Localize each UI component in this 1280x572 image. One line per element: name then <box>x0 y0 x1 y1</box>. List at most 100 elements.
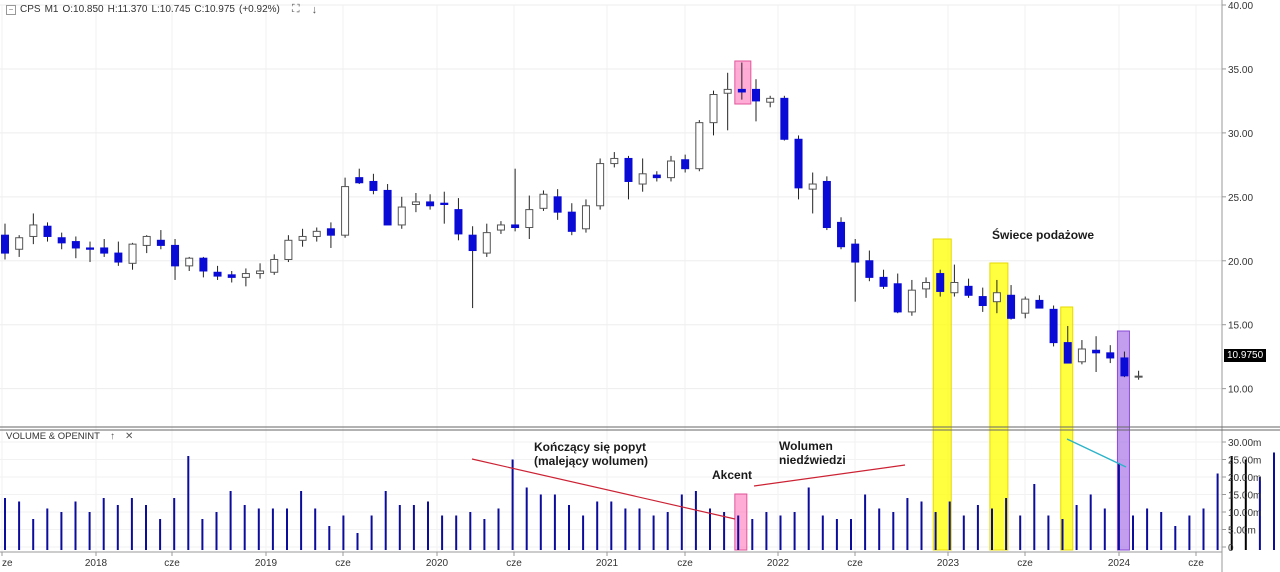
candle-body <box>1077 348 1086 363</box>
candle <box>638 158 647 192</box>
candle <box>553 189 562 220</box>
expand-icon[interactable]: ⛶ <box>291 3 300 15</box>
grid-lines <box>0 4 1222 552</box>
candle-body <box>737 88 746 93</box>
change-value: (+0.92%) <box>239 4 280 15</box>
candle <box>1134 370 1143 380</box>
candle <box>312 227 321 242</box>
candle-body <box>355 177 364 184</box>
candle-body <box>426 201 435 207</box>
candle-body <box>638 173 647 185</box>
candle <box>468 226 477 309</box>
candle-body <box>652 174 661 179</box>
candle-body <box>15 237 24 250</box>
candle-body <box>950 281 959 294</box>
candle-body <box>808 183 817 190</box>
candle <box>922 277 931 298</box>
candle <box>241 268 250 287</box>
candle-body <box>723 88 732 94</box>
candle-body <box>879 276 888 287</box>
candle <box>808 172 817 214</box>
candle <box>29 213 38 245</box>
time-tick-label: cze <box>335 558 351 569</box>
candle <box>369 173 378 195</box>
candle <box>780 95 789 141</box>
candle-body <box>851 243 860 263</box>
candle <box>1035 295 1044 309</box>
candle-body <box>256 270 265 275</box>
arrow-up-icon[interactable]: ↑ <box>109 431 115 442</box>
candle <box>411 192 420 213</box>
arrow-down-icon[interactable]: ↓ <box>311 3 318 16</box>
volume-tick-label: 15.00m <box>1228 491 1261 502</box>
candle <box>213 265 222 280</box>
annotation-bear-volume: Wolumen niedźwiedzi <box>779 439 846 467</box>
candle-body <box>709 94 718 124</box>
candle-body <box>454 209 463 235</box>
candle-body <box>837 221 846 248</box>
annotation-accent: Akcent <box>712 468 753 482</box>
price-tick-label: 20.00 <box>1228 257 1253 268</box>
candle-body <box>298 235 307 241</box>
candle-body <box>511 224 520 229</box>
candle <box>1021 296 1030 319</box>
volume-tick-label: 20.00m <box>1228 473 1261 484</box>
candle <box>723 72 732 131</box>
highlight-box <box>1060 306 1074 551</box>
candle <box>596 158 605 210</box>
trend-line-volume-drop <box>1066 438 1127 468</box>
chart-header: − CPS M1 O:10.850 H:11.370 L:10.745 C:10… <box>6 3 317 16</box>
candle <box>482 223 491 257</box>
volume-tick-label: 0 <box>1228 543 1234 554</box>
candle <box>171 239 180 280</box>
close-icon[interactable]: ✕ <box>124 431 134 442</box>
highlight-box <box>989 262 1009 551</box>
candle <box>851 239 860 302</box>
candle-body <box>666 160 675 179</box>
candle <box>142 235 151 254</box>
candle-body <box>114 252 123 263</box>
candle <box>128 242 137 270</box>
time-tick-label: 2018 <box>85 558 108 569</box>
candle <box>695 120 704 172</box>
candle-body <box>1063 342 1072 364</box>
candle <box>1120 351 1129 378</box>
price-tick-label: 25.00 <box>1228 193 1253 204</box>
candle-body <box>440 202 449 205</box>
candle-body <box>992 292 1001 303</box>
price-tick-label: 30.00 <box>1228 129 1253 140</box>
candle <box>270 254 279 275</box>
volume-tick-label: 25.00m <box>1228 456 1261 467</box>
candle <box>326 222 335 248</box>
candle <box>737 62 746 100</box>
candle <box>837 217 846 250</box>
candle-body <box>312 230 321 237</box>
candle <box>86 241 95 263</box>
candle <box>426 194 435 210</box>
candle <box>766 95 775 108</box>
candle <box>1049 305 1058 347</box>
highlight-box <box>932 238 952 551</box>
candle-body <box>596 163 605 207</box>
candle <box>397 196 406 229</box>
minus-box-icon[interactable]: − <box>6 4 16 15</box>
candle-body <box>284 239 293 260</box>
time-tick-label: cze <box>164 558 180 569</box>
candle-body <box>610 157 619 165</box>
candle <box>681 154 690 173</box>
candle-body <box>964 285 973 296</box>
highlight-box-volume <box>734 493 748 551</box>
open-value: O:10.850 <box>62 4 104 15</box>
trend-line-bear-volume <box>753 464 906 487</box>
candle-body <box>496 224 505 231</box>
close-value: C:10.975 <box>194 4 235 15</box>
time-tick-label: cze <box>1188 558 1204 569</box>
candle <box>1106 345 1115 364</box>
candle-body <box>1092 349 1101 354</box>
candle <box>511 168 520 232</box>
candle <box>709 90 718 136</box>
candle <box>440 191 449 224</box>
candle <box>752 79 761 122</box>
candle-body <box>681 159 690 170</box>
candle <box>964 278 973 298</box>
